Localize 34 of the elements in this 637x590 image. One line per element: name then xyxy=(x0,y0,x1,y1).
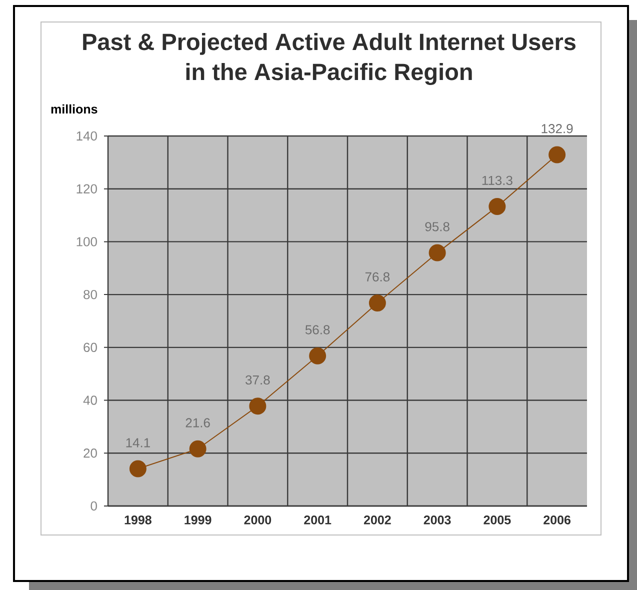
x-tick-label: 1999 xyxy=(184,516,212,524)
point xyxy=(129,460,146,478)
x-tick-label: 2003 xyxy=(424,516,451,524)
y-tick-label: 100 xyxy=(76,237,97,246)
x-tick-label: 2001 xyxy=(304,516,332,524)
y-tick-label: 120 xyxy=(76,184,97,194)
y-tick-label: 20 xyxy=(84,448,97,458)
y-tick-label: 60 xyxy=(84,342,97,352)
y-tick-label: 140 xyxy=(76,131,97,141)
x-tick-label: 2000 xyxy=(244,516,272,524)
point xyxy=(488,198,506,216)
point xyxy=(189,440,206,458)
point xyxy=(249,398,266,415)
x-tick-label: 2006 xyxy=(544,516,571,524)
y-tick-label: 40 xyxy=(83,396,97,405)
y-tick-label: 80 xyxy=(84,290,97,300)
data-label: 76.8 xyxy=(365,272,390,282)
y-axis-title: millions xyxy=(51,104,98,114)
y-tick-label: 0 xyxy=(90,501,97,511)
point xyxy=(309,347,326,364)
data-label: 14.1 xyxy=(126,438,150,448)
data-label: 113.3 xyxy=(482,176,512,186)
data-label: 56.8 xyxy=(305,325,330,334)
data-label: 95.8 xyxy=(425,222,450,232)
point xyxy=(368,294,386,312)
x-tick-label: 2002 xyxy=(364,516,391,524)
point xyxy=(548,146,566,164)
x-tick-label: 1998 xyxy=(124,516,152,524)
data-label: 132.9 xyxy=(542,124,573,134)
x-tick-label: 2005 xyxy=(484,516,511,524)
point xyxy=(428,244,446,262)
data-label: 21.6 xyxy=(186,418,210,428)
data-label: 37.8 xyxy=(246,375,270,385)
chart-title: Past & Projected Active Adult Internet Users in the Asia-Pacific Region xyxy=(83,32,576,85)
